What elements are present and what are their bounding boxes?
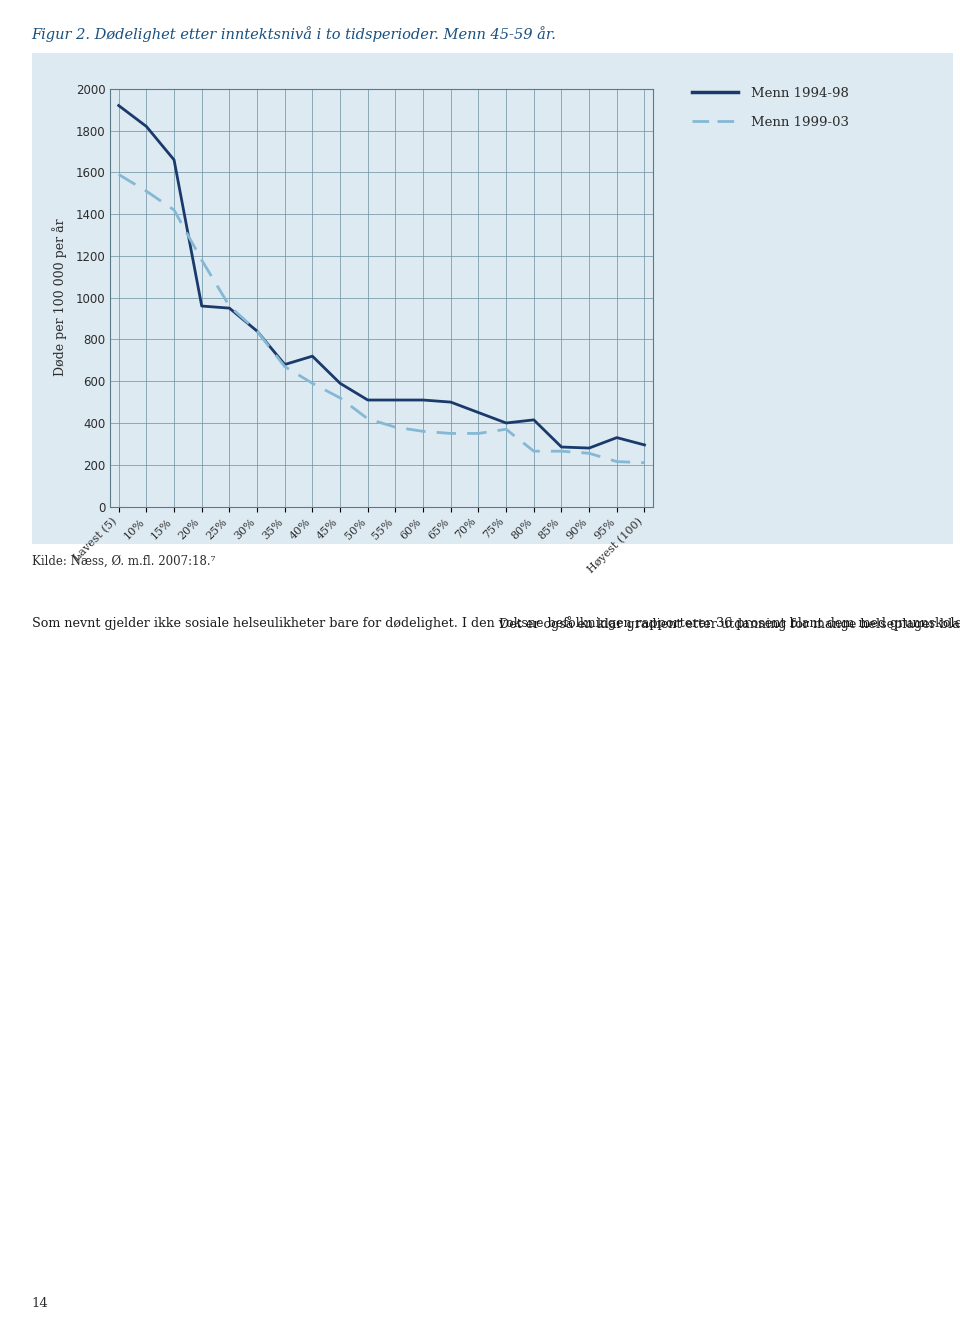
Text: 14: 14 bbox=[32, 1297, 48, 1310]
Y-axis label: Døde per 100 000 per år: Døde per 100 000 per år bbox=[53, 219, 67, 377]
Text: Figur 2. Dødelighet etter inntektsnivå i to tidsperioder. Menn 45-59 år.: Figur 2. Dødelighet etter inntektsnivå i… bbox=[32, 27, 557, 42]
Text: Kilde: Næss, Ø. m.fl. 2007:18.⁷: Kilde: Næss, Ø. m.fl. 2007:18.⁷ bbox=[32, 554, 215, 568]
Text: Som nevnt gjelder ikke sosiale helseulikheter bare for dødelighet. I den voksne : Som nevnt gjelder ikke sosiale helseulik… bbox=[32, 617, 960, 630]
Text: Det er også en klar gradient etter utdanning for mange helseplager blant eldre, : Det er også en klar gradient etter utdan… bbox=[499, 617, 960, 631]
Legend: Menn 1994-98, Menn 1999-03: Menn 1994-98, Menn 1999-03 bbox=[692, 88, 850, 129]
